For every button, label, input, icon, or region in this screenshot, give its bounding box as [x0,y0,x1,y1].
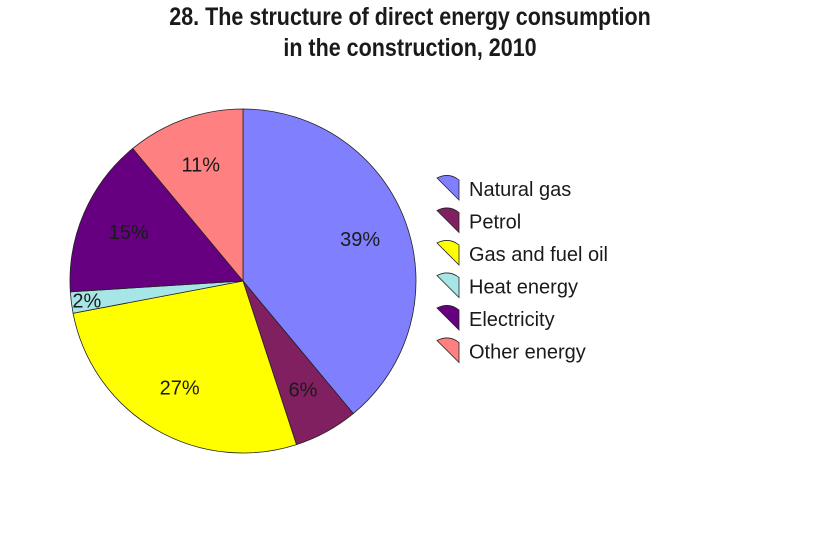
chart-legend: Natural gas Petrol Gas and fuel oil Heat en… [436,175,608,364]
pie-slice-gas-and-fuel-oil [72,280,297,454]
legend-swatch-other-energy [436,337,460,364]
slice-label-heat-energy: 2% [72,291,101,313]
chart-title-line-1: 28. The structure of direct energy consu… [169,3,651,31]
pie-slice-labels: 39% 6% 27% 2% 15% 11% [72,155,380,402]
legend-label-gas-and-fuel-oil: Gas and fuel oil [469,244,608,266]
pie-slice-electricity [69,147,244,293]
slice-label-gas-and-fuel-oil: 27% [160,378,200,400]
legend-label-other-energy: Other energy [469,342,586,364]
pie-slice-other-energy [132,108,244,283]
legend-swatch-gas-and-fuel-oil [436,240,460,266]
legend-label-natural-gas: Natural gas [469,179,571,201]
chart-title-line-2: in the construction, 2010 [283,34,537,62]
slice-label-other-energy: 11% [182,155,221,177]
chart-title: 28. The structure of direct energy consu… [57,2,762,64]
legend-label-petrol: Petrol [469,212,521,234]
legend-label-heat-energy: Heat energy [469,277,578,299]
slice-label-electricity: 15% [109,222,149,244]
pie-slice-natural-gas [242,108,417,415]
pie-slices [69,108,417,454]
legend-swatch-petrol [436,207,460,234]
slice-label-petrol: 6% [289,380,318,402]
legend-swatch-heat-energy [436,272,460,299]
slice-label-natural-gas: 39% [340,229,380,251]
legend-swatch-electricity [436,305,460,331]
legend-label-electricity: Electricity [469,309,555,331]
legend-swatch-natural-gas [436,175,460,201]
